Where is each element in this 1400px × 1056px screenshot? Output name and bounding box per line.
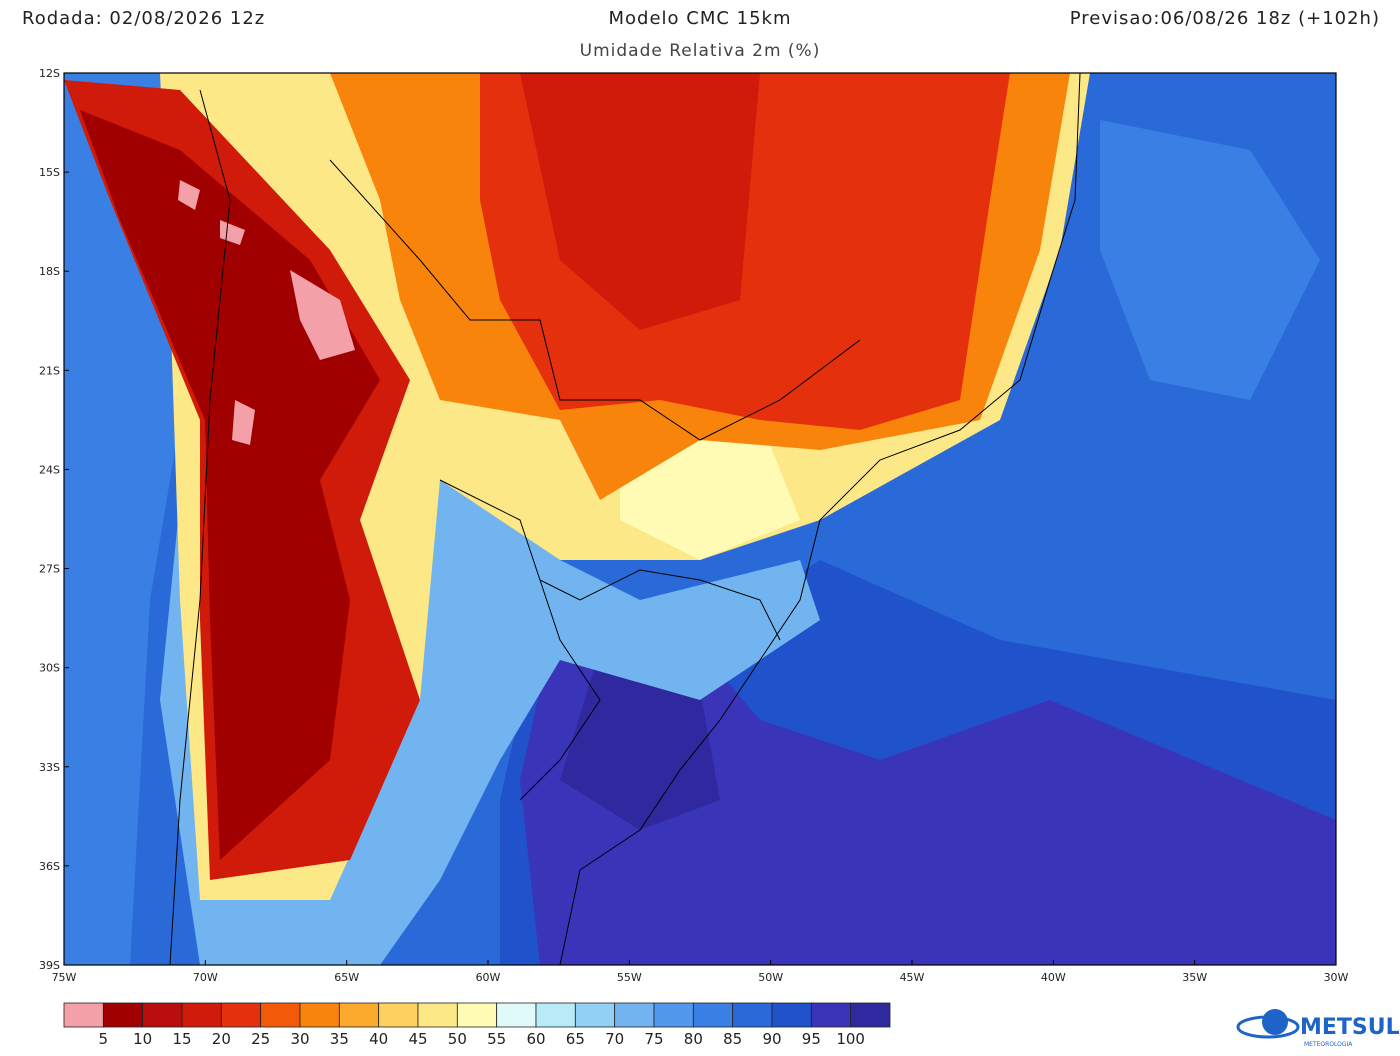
colorbar-label: 70 xyxy=(605,1030,624,1048)
colorbar-swatch xyxy=(653,1002,694,1028)
colorbar-swatch xyxy=(850,1002,891,1028)
colorbar-swatch xyxy=(181,1002,222,1028)
lat-label: 33S xyxy=(39,761,60,774)
model-label: Modelo CMC 15km xyxy=(608,8,791,29)
lat-label: 36S xyxy=(39,860,60,873)
lon-label: 70W xyxy=(193,971,218,984)
colorbar-label: 35 xyxy=(330,1030,349,1048)
colorbar-swatch xyxy=(692,1002,734,1028)
colorbar-swatch xyxy=(810,1002,852,1028)
colorbar-swatch xyxy=(574,1002,616,1028)
colorbar-swatch xyxy=(299,1002,340,1028)
lat-label: 30S xyxy=(39,662,60,675)
colorbar-swatch xyxy=(732,1002,773,1028)
lon-label: 75W xyxy=(52,971,77,984)
logo-name: METSUL xyxy=(1300,1015,1400,1040)
lon-label: 50W xyxy=(758,971,783,984)
colorbar-label: 10 xyxy=(133,1030,152,1048)
colorbar-swatch xyxy=(535,1002,576,1028)
colorbar-swatch xyxy=(260,1002,301,1028)
map-frame xyxy=(63,72,1337,966)
lat-label: 21S xyxy=(39,364,60,377)
borders xyxy=(169,72,1081,966)
lon-label: 40W xyxy=(1041,971,1066,984)
colorbar-label: 75 xyxy=(644,1030,663,1048)
variable-label: Umidade Relativa 2m (%) xyxy=(580,41,821,61)
colorbar-label: 50 xyxy=(448,1030,467,1048)
logo: METSUL METEOROLOGIA xyxy=(1236,1009,1400,1048)
colorbar-label: 100 xyxy=(836,1030,865,1048)
humidity-field xyxy=(64,73,1336,965)
lon-label: 60W xyxy=(476,971,501,984)
colorbar: 5 10 15 20 25 30 35 40 45 50 55 60 65 70 75 80 85 90 95 100 xyxy=(63,1002,891,1048)
colorbar-swatch xyxy=(614,1002,655,1028)
colorbar-label: 40 xyxy=(369,1030,388,1048)
lat-label: 27S xyxy=(39,563,60,576)
colorbar-label: 90 xyxy=(762,1030,781,1048)
colorbar-label: 65 xyxy=(566,1030,585,1048)
colorbar-swatch xyxy=(63,1002,104,1028)
colorbar-swatch xyxy=(417,1002,458,1028)
colorbar-swatch xyxy=(378,1002,419,1028)
colorbar-label: 95 xyxy=(802,1030,821,1048)
colorbar-label: 30 xyxy=(290,1030,309,1048)
colorbar-swatch xyxy=(456,1002,498,1028)
run-label: Rodada: 02/08/2026 12z xyxy=(22,8,265,29)
lon-label: 65W xyxy=(334,971,359,984)
colorbar-label: 5 xyxy=(99,1030,109,1048)
lon-label: 30W xyxy=(1324,971,1349,984)
colorbar-swatch xyxy=(771,1002,812,1028)
lon-label: 35W xyxy=(1182,971,1207,984)
lat-label: 12S xyxy=(39,67,60,80)
colorbar-label: 60 xyxy=(526,1030,545,1048)
colorbar-swatch xyxy=(142,1002,183,1028)
lat-label: 24S xyxy=(39,463,60,476)
colorbar-label: 85 xyxy=(723,1030,742,1048)
colorbar-swatch xyxy=(496,1002,537,1028)
lat-label: 15S xyxy=(39,166,60,179)
colorbar-label: 20 xyxy=(212,1030,231,1048)
colorbar-label: 80 xyxy=(684,1030,703,1048)
colorbar-swatch xyxy=(102,1002,144,1028)
colorbar-label: 15 xyxy=(172,1030,191,1048)
colorbar-swatch xyxy=(220,1002,262,1028)
forecast-label: Previsao:06/08/26 18z (+102h) xyxy=(1070,8,1380,29)
colorbar-label: 25 xyxy=(251,1030,270,1048)
lat-label: 18S xyxy=(39,265,60,278)
colorbar-swatch xyxy=(338,1002,380,1028)
colorbar-label: 55 xyxy=(487,1030,506,1048)
lon-label: 45W xyxy=(900,971,925,984)
lat-label: 39S xyxy=(39,959,60,972)
colorbar-label: 45 xyxy=(408,1030,427,1048)
logo-tagline: METEOROLOGIA xyxy=(1304,1041,1353,1048)
lon-label: 55W xyxy=(617,971,642,984)
